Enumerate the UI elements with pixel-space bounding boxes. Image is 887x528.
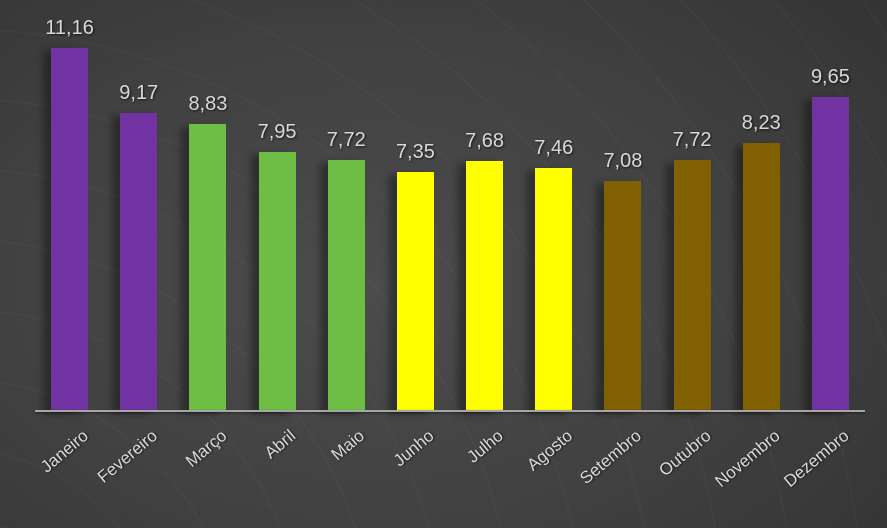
value-label-outubro: 7,72 [672, 129, 712, 151]
x-axis-label-abril: Abril [261, 426, 300, 463]
value-label-novembro: 8,23 [741, 112, 781, 134]
value-label-janeiro: 11,16 [45, 17, 94, 39]
value-label-março: 8,83 [188, 93, 228, 115]
x-axis-label-setembro: Setembro [576, 426, 646, 488]
x-axis-label-agosto: Agosto [523, 426, 576, 475]
value-label-agosto: 7,46 [534, 137, 574, 159]
bar-fevereiro [120, 113, 157, 411]
bar-junho [397, 172, 434, 411]
bar-janeiro [51, 48, 88, 411]
bar-maio [328, 160, 365, 411]
bar-dezembro [812, 97, 849, 411]
bar-julho [466, 161, 503, 411]
x-axis-label-novembro: Novembro [711, 426, 784, 491]
value-label-fevereiro: 9,17 [119, 82, 159, 104]
x-axis-label-julho: Julho [463, 426, 507, 467]
x-axis-label-janeiro: Janeiro [36, 426, 92, 477]
x-axis-label-março: Março [181, 426, 231, 471]
x-axis-label-dezembro: Dezembro [780, 426, 853, 491]
value-label-junho: 7,35 [395, 141, 435, 163]
bar-novembro [743, 143, 780, 411]
x-axis-label-maio: Maio [328, 426, 369, 465]
value-label-setembro: 7,08 [603, 150, 643, 172]
bar-outubro [674, 160, 711, 411]
value-label-abril: 7,95 [257, 121, 297, 143]
bar-março [189, 124, 226, 411]
value-label-dezembro: 9,65 [810, 66, 850, 88]
x-axis-label-outubro: Outubro [655, 426, 715, 481]
bar-agosto [535, 168, 572, 411]
value-label-julho: 7,68 [465, 130, 505, 152]
plot-area: 11,16 9,17 8,83 7,95 7,72 7,35 7,68 7,46 7,08 7,7… [35, 0, 865, 411]
bar-setembro [604, 181, 641, 411]
bar-abril [259, 152, 296, 411]
x-axis-line [35, 410, 865, 412]
x-axis-label-junho: Junho [389, 426, 438, 471]
value-label-maio: 7,72 [326, 129, 366, 151]
x-axis-label-fevereiro: Fevereiro [93, 426, 161, 487]
